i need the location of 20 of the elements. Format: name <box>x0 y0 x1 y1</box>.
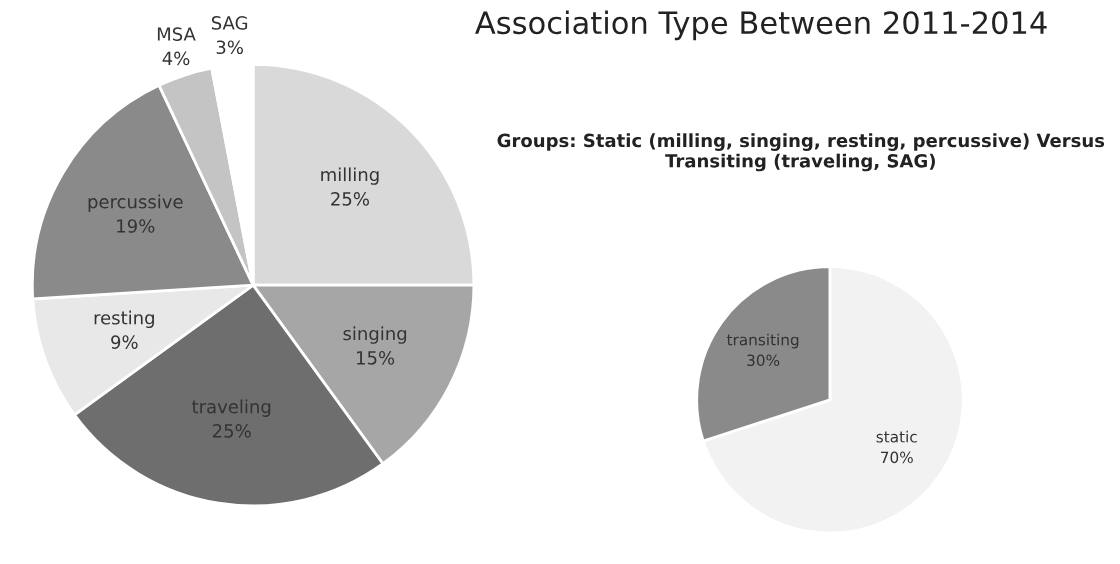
chart-title: Groups: Static (milling, singing, resting, percussive) Versus Transiting (traveling, SAG) <box>497 133 1105 172</box>
data-label: 25% <box>331 192 369 206</box>
data-label: 70% <box>881 451 913 464</box>
data-label: 9% <box>111 335 138 349</box>
slice-label: SAG <box>211 16 248 30</box>
slice-label: milling <box>321 167 379 185</box>
data-label: 4% <box>162 51 190 66</box>
slice-label: traveling <box>192 399 271 417</box>
text: Association Type Between 2011-2014 <box>475 10 1047 41</box>
slice-label: singing <box>343 326 407 344</box>
slice-label: MSA <box>157 27 196 41</box>
data-label: 30% <box>747 354 780 367</box>
slice-label: resting <box>94 310 154 329</box>
data-label: 19% <box>117 219 155 233</box>
data-label: 25% <box>212 424 251 438</box>
slice-label: percussive <box>88 194 183 212</box>
data-label: 3% <box>216 40 243 55</box>
slice-label: transiting <box>726 333 799 349</box>
slice-label: static <box>876 430 917 443</box>
data-label: 15% <box>357 351 395 365</box>
